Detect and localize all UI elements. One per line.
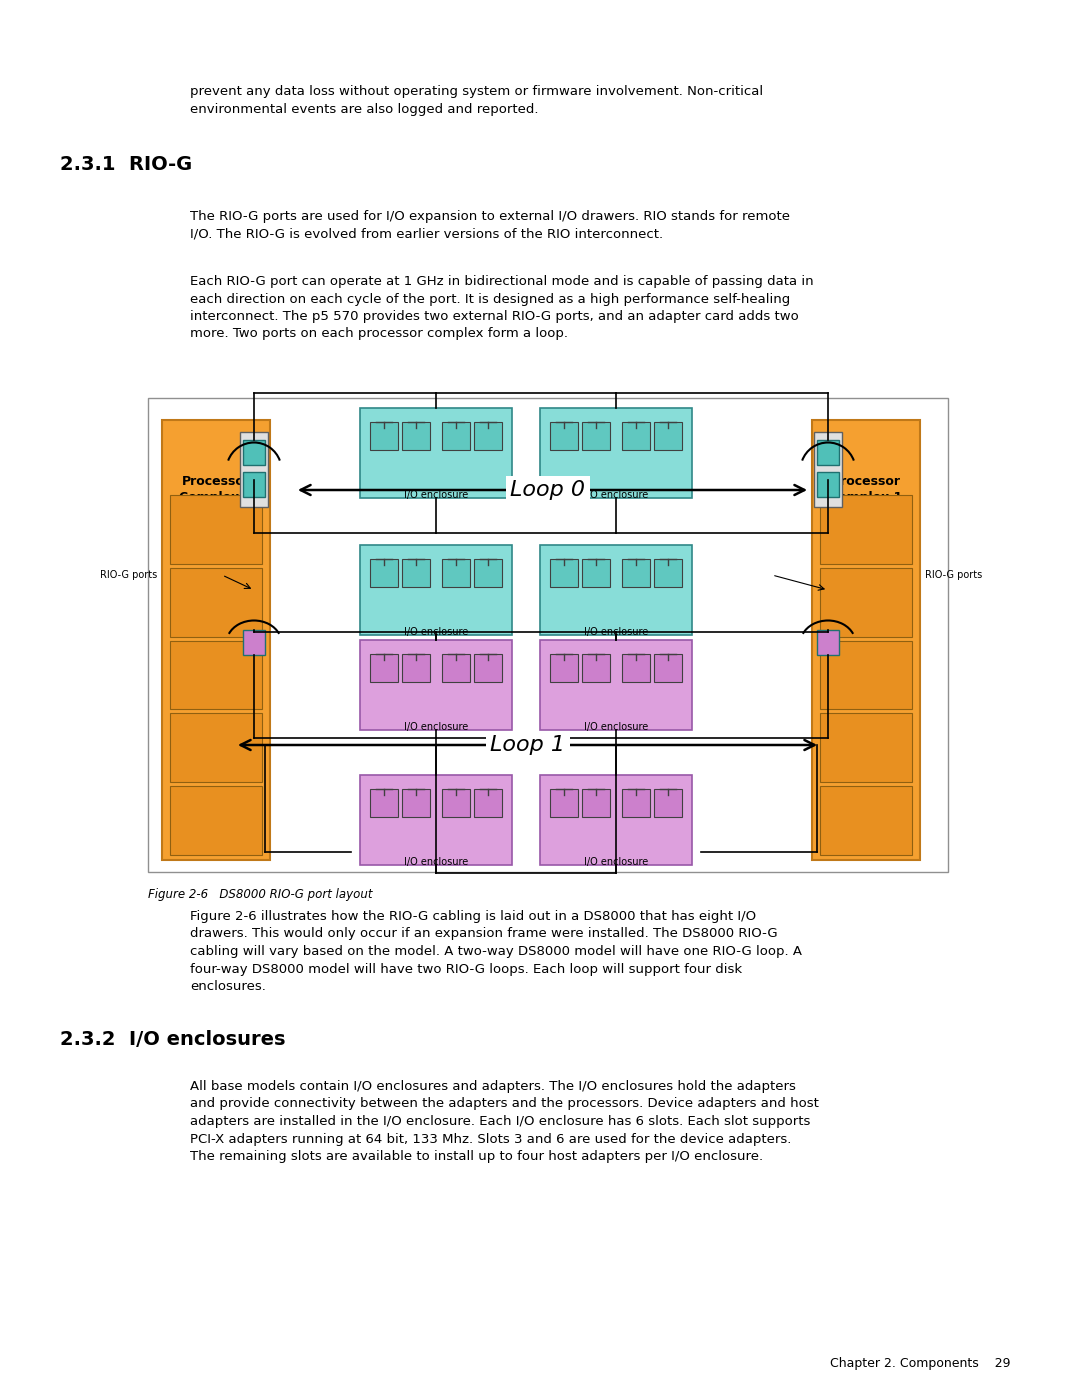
Bar bbox=[654, 422, 681, 450]
Text: Processor
Complex 1: Processor Complex 1 bbox=[829, 475, 903, 504]
Bar bbox=[820, 495, 912, 564]
Bar bbox=[162, 420, 270, 861]
Bar bbox=[474, 422, 502, 450]
Bar bbox=[170, 567, 262, 637]
Bar bbox=[170, 641, 262, 710]
Bar bbox=[402, 559, 430, 587]
Bar bbox=[654, 559, 681, 587]
Text: I/O enclosure: I/O enclosure bbox=[404, 627, 468, 637]
Bar bbox=[550, 422, 578, 450]
Bar bbox=[360, 545, 512, 636]
Bar bbox=[442, 789, 470, 817]
Text: RIO-G ports: RIO-G ports bbox=[99, 570, 157, 580]
Bar bbox=[654, 654, 681, 682]
Text: RIO-G ports: RIO-G ports bbox=[924, 570, 982, 580]
Text: Chapter 2. Components    29: Chapter 2. Components 29 bbox=[829, 1356, 1010, 1370]
Bar bbox=[540, 640, 692, 731]
Bar bbox=[370, 422, 399, 450]
Text: Figure 2-6   DS8000 RIO-G port layout: Figure 2-6 DS8000 RIO-G port layout bbox=[148, 888, 373, 901]
Text: I/O enclosure: I/O enclosure bbox=[404, 490, 468, 500]
Text: I/O enclosure: I/O enclosure bbox=[404, 722, 468, 732]
Text: 2.3.1  RIO-G: 2.3.1 RIO-G bbox=[60, 155, 192, 175]
Bar bbox=[442, 654, 470, 682]
Bar bbox=[370, 559, 399, 587]
Bar bbox=[474, 559, 502, 587]
Bar bbox=[820, 641, 912, 710]
Bar bbox=[243, 630, 265, 655]
Text: Each RIO-G port can operate at 1 GHz in bidirectional mode and is capable of pas: Each RIO-G port can operate at 1 GHz in … bbox=[190, 275, 813, 341]
Bar bbox=[402, 789, 430, 817]
Bar bbox=[622, 422, 650, 450]
Bar bbox=[370, 654, 399, 682]
Bar bbox=[474, 789, 502, 817]
Bar bbox=[582, 422, 610, 450]
Bar bbox=[540, 408, 692, 497]
Text: 2.3.2  I/O enclosures: 2.3.2 I/O enclosures bbox=[60, 1030, 285, 1049]
Bar bbox=[402, 654, 430, 682]
Bar bbox=[820, 567, 912, 637]
Text: Figure 2-6 illustrates how the RIO-G cabling is laid out in a DS8000 that has ei: Figure 2-6 illustrates how the RIO-G cab… bbox=[190, 909, 802, 993]
Text: Processor
Complex 0: Processor Complex 0 bbox=[179, 475, 253, 504]
Bar bbox=[816, 472, 839, 497]
Bar bbox=[622, 654, 650, 682]
Bar bbox=[582, 654, 610, 682]
Bar bbox=[240, 432, 268, 507]
Bar bbox=[582, 789, 610, 817]
Bar bbox=[816, 440, 839, 465]
Text: Loop 0: Loop 0 bbox=[511, 481, 585, 500]
Bar bbox=[814, 432, 842, 507]
Bar bbox=[622, 789, 650, 817]
Bar bbox=[550, 654, 578, 682]
Bar bbox=[820, 714, 912, 782]
Text: I/O enclosure: I/O enclosure bbox=[404, 856, 468, 868]
Bar bbox=[582, 559, 610, 587]
Bar bbox=[442, 422, 470, 450]
Bar bbox=[550, 559, 578, 587]
Bar bbox=[442, 559, 470, 587]
Bar bbox=[360, 775, 512, 865]
Text: The RIO-G ports are used for I/O expansion to external I/O drawers. RIO stands f: The RIO-G ports are used for I/O expansi… bbox=[190, 210, 789, 240]
Bar bbox=[550, 789, 578, 817]
Bar bbox=[820, 787, 912, 855]
Bar bbox=[812, 420, 920, 861]
Text: I/O enclosure: I/O enclosure bbox=[584, 490, 648, 500]
Bar bbox=[170, 714, 262, 782]
Bar bbox=[816, 630, 839, 655]
Bar bbox=[474, 654, 502, 682]
Bar bbox=[370, 789, 399, 817]
Text: I/O enclosure: I/O enclosure bbox=[584, 722, 648, 732]
Bar bbox=[148, 398, 948, 872]
Bar bbox=[243, 440, 265, 465]
Text: Loop 1: Loop 1 bbox=[490, 735, 566, 754]
Bar bbox=[360, 408, 512, 497]
Bar bbox=[360, 640, 512, 731]
Text: I/O enclosure: I/O enclosure bbox=[584, 627, 648, 637]
Bar bbox=[540, 545, 692, 636]
Bar bbox=[402, 422, 430, 450]
Text: prevent any data loss without operating system or firmware involvement. Non-crit: prevent any data loss without operating … bbox=[190, 85, 764, 116]
Text: I/O enclosure: I/O enclosure bbox=[584, 856, 648, 868]
Bar bbox=[170, 787, 262, 855]
Bar bbox=[654, 789, 681, 817]
Bar bbox=[622, 559, 650, 587]
Bar bbox=[170, 495, 262, 564]
Text: All base models contain I/O enclosures and adapters. The I/O enclosures hold the: All base models contain I/O enclosures a… bbox=[190, 1080, 819, 1162]
Bar bbox=[243, 472, 265, 497]
Bar bbox=[540, 775, 692, 865]
